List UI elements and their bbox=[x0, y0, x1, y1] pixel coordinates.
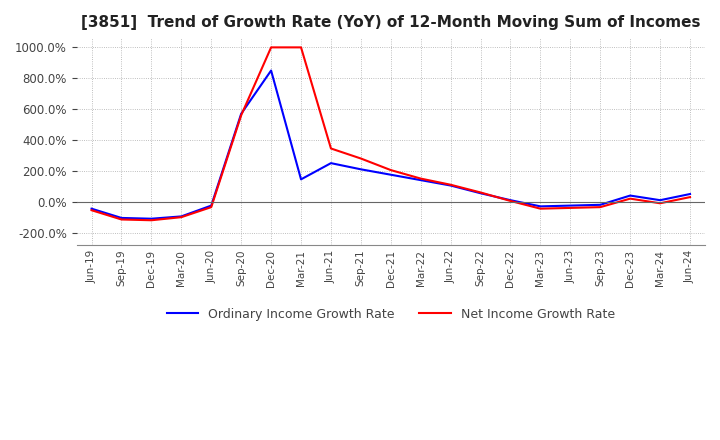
Ordinary Income Growth Rate bbox=[566, 203, 575, 208]
Net Income Growth Rate bbox=[476, 190, 485, 195]
Ordinary Income Growth Rate bbox=[147, 216, 156, 221]
Net Income Growth Rate bbox=[356, 156, 365, 161]
Ordinary Income Growth Rate bbox=[536, 204, 545, 209]
Net Income Growth Rate bbox=[327, 146, 336, 151]
Ordinary Income Growth Rate bbox=[685, 191, 694, 197]
Ordinary Income Growth Rate bbox=[506, 198, 515, 203]
Ordinary Income Growth Rate bbox=[177, 214, 186, 219]
Net Income Growth Rate bbox=[536, 206, 545, 211]
Ordinary Income Growth Rate bbox=[267, 68, 276, 73]
Ordinary Income Growth Rate bbox=[626, 193, 634, 198]
Ordinary Income Growth Rate bbox=[297, 177, 305, 182]
Net Income Growth Rate bbox=[297, 45, 305, 50]
Net Income Growth Rate bbox=[656, 201, 665, 206]
Ordinary Income Growth Rate bbox=[327, 161, 336, 166]
Ordinary Income Growth Rate bbox=[656, 198, 665, 203]
Title: [3851]  Trend of Growth Rate (YoY) of 12-Month Moving Sum of Incomes: [3851] Trend of Growth Rate (YoY) of 12-… bbox=[81, 15, 701, 30]
Net Income Growth Rate bbox=[87, 208, 96, 213]
Net Income Growth Rate bbox=[596, 205, 605, 210]
Net Income Growth Rate bbox=[685, 194, 694, 200]
Net Income Growth Rate bbox=[237, 113, 246, 118]
Net Income Growth Rate bbox=[416, 176, 425, 181]
Ordinary Income Growth Rate bbox=[446, 183, 455, 188]
Line: Ordinary Income Growth Rate: Ordinary Income Growth Rate bbox=[91, 70, 690, 219]
Ordinary Income Growth Rate bbox=[87, 206, 96, 211]
Line: Net Income Growth Rate: Net Income Growth Rate bbox=[91, 48, 690, 220]
Net Income Growth Rate bbox=[207, 205, 215, 210]
Legend: Ordinary Income Growth Rate, Net Income Growth Rate: Ordinary Income Growth Rate, Net Income … bbox=[162, 303, 620, 326]
Ordinary Income Growth Rate bbox=[356, 167, 365, 172]
Net Income Growth Rate bbox=[446, 182, 455, 187]
Net Income Growth Rate bbox=[506, 198, 515, 204]
Net Income Growth Rate bbox=[177, 215, 186, 220]
Net Income Growth Rate bbox=[387, 168, 395, 173]
Ordinary Income Growth Rate bbox=[416, 177, 425, 183]
Ordinary Income Growth Rate bbox=[596, 202, 605, 208]
Net Income Growth Rate bbox=[117, 217, 126, 222]
Ordinary Income Growth Rate bbox=[476, 191, 485, 196]
Ordinary Income Growth Rate bbox=[117, 215, 126, 220]
Ordinary Income Growth Rate bbox=[207, 203, 215, 208]
Ordinary Income Growth Rate bbox=[237, 111, 246, 117]
Net Income Growth Rate bbox=[626, 196, 634, 201]
Ordinary Income Growth Rate bbox=[387, 172, 395, 177]
Net Income Growth Rate bbox=[566, 205, 575, 211]
Net Income Growth Rate bbox=[267, 45, 276, 50]
Net Income Growth Rate bbox=[147, 218, 156, 223]
